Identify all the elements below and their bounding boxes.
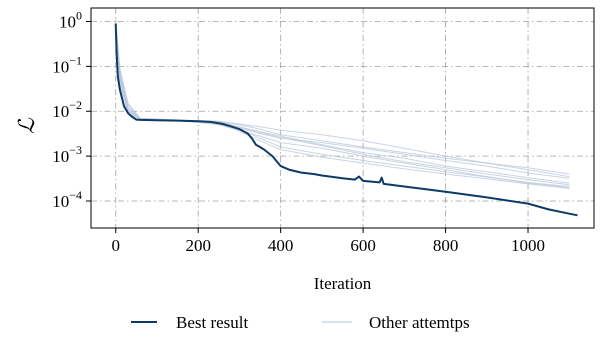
series-line-other-attempt-1 — [115, 21, 570, 179]
x-tick-label: 200 — [185, 236, 211, 255]
x-tick-label: 600 — [350, 236, 376, 255]
legend: Best result Other attemtps — [131, 313, 470, 332]
y-axis-ticks: 100 10−1 10−2 10−3 10−4 — [52, 9, 91, 211]
series-line-other-attempt-8 — [115, 24, 570, 189]
series-line-other-attempt-7 — [115, 17, 570, 186]
x-tick-label: 0 — [111, 236, 120, 255]
legend-label-best-result: Best result — [176, 313, 249, 332]
x-tick-label: 1000 — [511, 236, 545, 255]
series-line-other-attempt-6 — [115, 31, 570, 178]
x-tick-label: 800 — [433, 236, 459, 255]
series-line-other-attempt-2 — [115, 25, 570, 188]
series-group — [114, 17, 578, 217]
series-line-other-attempt-4 — [115, 19, 570, 184]
series-line-best-result — [114, 23, 578, 217]
legend-label-other-attempts: Other attemtps — [369, 313, 470, 332]
series-line-other-attempt-3 — [115, 28, 570, 175]
y-axis-label: ℒ — [14, 117, 39, 134]
plot-frame — [90, 7, 595, 229]
grid — [91, 8, 594, 228]
y-tick-label: 10−4 — [52, 188, 82, 211]
y-tick-label: 10−1 — [52, 53, 82, 76]
x-axis-label: Iteration — [314, 274, 372, 293]
y-tick-label: 10−2 — [52, 98, 82, 121]
x-tick-label: 400 — [268, 236, 294, 255]
y-tick-label: 10−3 — [52, 143, 82, 166]
y-tick-label: 100 — [59, 9, 82, 32]
x-axis-ticks: 0 200 400 600 800 1000 — [111, 228, 545, 255]
series-line-other-attempt-5 — [115, 23, 570, 187]
